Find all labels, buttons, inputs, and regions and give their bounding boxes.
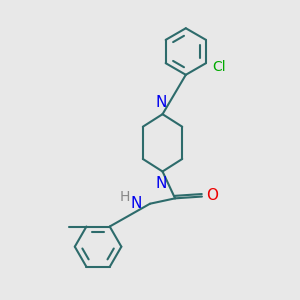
- Text: N: N: [155, 95, 166, 110]
- Text: H: H: [120, 190, 130, 204]
- Text: O: O: [206, 188, 218, 203]
- Text: Cl: Cl: [212, 60, 226, 74]
- Text: N: N: [131, 196, 142, 211]
- Text: N: N: [155, 176, 166, 191]
